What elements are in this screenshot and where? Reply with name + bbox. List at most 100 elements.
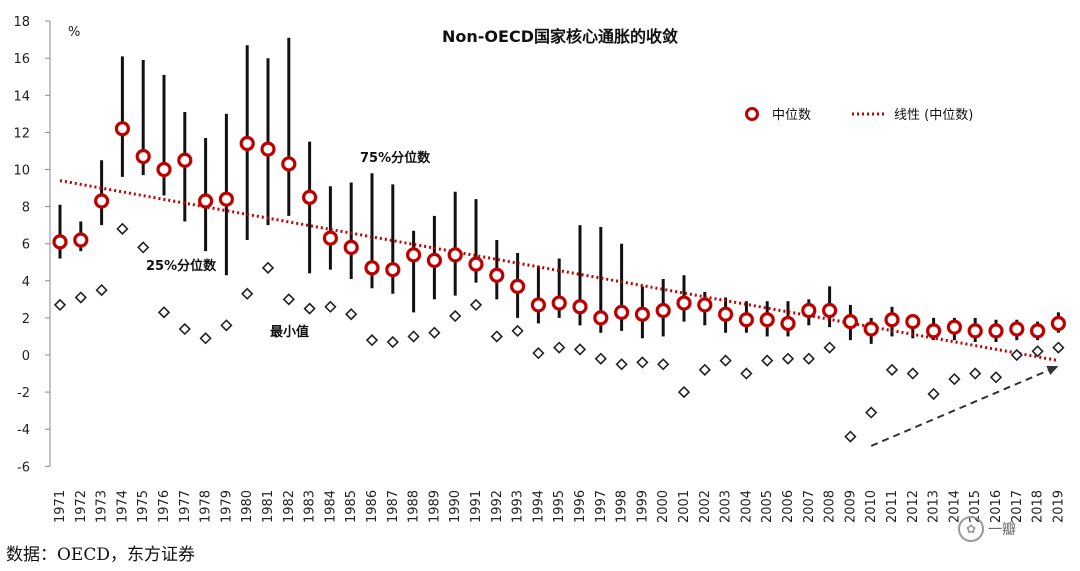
- trendline: [59, 179, 1059, 363]
- minimum-point: [95, 283, 108, 297]
- median-point: [114, 121, 131, 137]
- x-tick-label: 1980: [240, 490, 255, 523]
- minimum-point: [698, 363, 711, 376]
- minimum-point: [1052, 341, 1065, 354]
- x-tick-label: 1986: [365, 490, 380, 523]
- x-tick-label: 1994: [531, 490, 546, 523]
- minimum-point: [74, 291, 87, 304]
- x-tick-label: 1975: [136, 490, 151, 523]
- y-tick-label: 6: [22, 238, 30, 253]
- x-tick-label: 1973: [95, 490, 110, 523]
- minimum-point: [490, 330, 503, 343]
- x-tick-label: 1977: [178, 490, 193, 523]
- x-tick-label: 2006: [781, 490, 796, 523]
- x-tick-label: 2012: [906, 490, 921, 523]
- y-axis: -6 -4 -2 0 2 4 6 8 10 12 14 16 18: [13, 15, 51, 475]
- median-point: [322, 230, 338, 246]
- minimum-point: [906, 367, 919, 380]
- x-tick-label: 1981: [261, 490, 276, 523]
- median-point: [925, 323, 942, 339]
- y-tick-label: 12: [13, 126, 30, 141]
- x-axis: 1971 1972 1973 1974 1975 1976 1977 1978 1979 1980…: [53, 490, 1066, 523]
- median-point: [489, 267, 505, 283]
- median-point: [343, 239, 359, 256]
- minimum-point: [407, 330, 420, 343]
- y-tick-label: 4: [22, 275, 30, 290]
- median-point: [406, 247, 422, 263]
- x-tick-label: 2010: [864, 490, 879, 523]
- minimum-point: [282, 293, 295, 306]
- x-tick-label: 1984: [323, 490, 338, 523]
- x-tick-label: 2000: [656, 490, 671, 523]
- x-tick-label: 1978: [199, 490, 214, 523]
- median-point: [218, 191, 234, 207]
- minimum-point: [137, 241, 150, 254]
- median-point: [551, 295, 567, 311]
- legend: 中位数 线性 (中位数): [745, 107, 973, 123]
- x-tick-label: 2001: [677, 490, 692, 523]
- x-tick-label: 1996: [573, 490, 588, 523]
- median-point: [426, 252, 442, 268]
- minimum-point: [345, 308, 358, 321]
- median-point: [302, 189, 318, 205]
- x-tick-label: 1993: [511, 490, 526, 523]
- minimum-point: [178, 322, 191, 336]
- median-point: [281, 156, 297, 172]
- median-point: [177, 152, 193, 168]
- minimum-point: [1031, 345, 1044, 358]
- minimum-point: [969, 367, 982, 380]
- x-tick-label: 1997: [594, 490, 609, 523]
- source-note: 数据：OECD，东方证券: [6, 545, 195, 565]
- median-point: [946, 319, 963, 335]
- x-tick-label: 1991: [469, 490, 484, 523]
- minimum-point: [885, 363, 899, 376]
- minimum-point: [553, 341, 566, 354]
- x-tick-label: 1990: [448, 490, 463, 523]
- median-point: [73, 232, 89, 248]
- median-point: [1050, 315, 1067, 332]
- minimum-point: [865, 406, 878, 419]
- minimum-point: [948, 372, 961, 386]
- x-tick-label: 2011: [885, 490, 900, 523]
- x-tick-label: 1992: [490, 490, 505, 523]
- legend-median-marker: [745, 107, 759, 121]
- median-point: [613, 304, 630, 320]
- minimum-point: [469, 298, 483, 312]
- trend-arrow: [870, 365, 1059, 447]
- y-tick-label: -2: [17, 386, 30, 401]
- x-tick-label: 2002: [698, 490, 713, 523]
- minimum-point: [116, 222, 129, 235]
- x-tick-label: 2019: [1051, 490, 1066, 523]
- median-point: [593, 310, 609, 326]
- median-point: [572, 299, 588, 315]
- median-point: [676, 295, 692, 311]
- y-tick-label: -4: [17, 423, 30, 438]
- y-tick-label: -6: [17, 460, 30, 475]
- minimum-point: [53, 298, 67, 312]
- median-point: [364, 260, 380, 276]
- x-tick-label: 1983: [303, 490, 318, 523]
- median-point: [1009, 321, 1025, 337]
- minimum-point: [573, 343, 587, 356]
- median-point: [780, 315, 796, 332]
- minimum-point: [365, 334, 379, 347]
- x-tick-label: 1998: [615, 490, 630, 523]
- minimum-point: [261, 261, 275, 274]
- x-tick-label: 1972: [74, 490, 89, 523]
- minimum-point: [844, 430, 857, 443]
- x-tick-label: 1988: [407, 490, 422, 523]
- median-point: [447, 247, 463, 263]
- minimum-point: [802, 352, 815, 365]
- median-point: [634, 306, 651, 322]
- chart-title: Non-OECD国家核心通胀的收敛: [442, 27, 678, 46]
- minimum-markers: [53, 222, 1065, 443]
- x-tick-label: 2005: [760, 490, 775, 523]
- p75-annotation: 75%分位数: [360, 150, 431, 166]
- median-point: [967, 323, 983, 339]
- median-point: [821, 302, 838, 319]
- minimum-point: [761, 354, 774, 367]
- minimum-point: [636, 356, 649, 369]
- median-point: [239, 135, 255, 152]
- median-point: [988, 323, 1004, 339]
